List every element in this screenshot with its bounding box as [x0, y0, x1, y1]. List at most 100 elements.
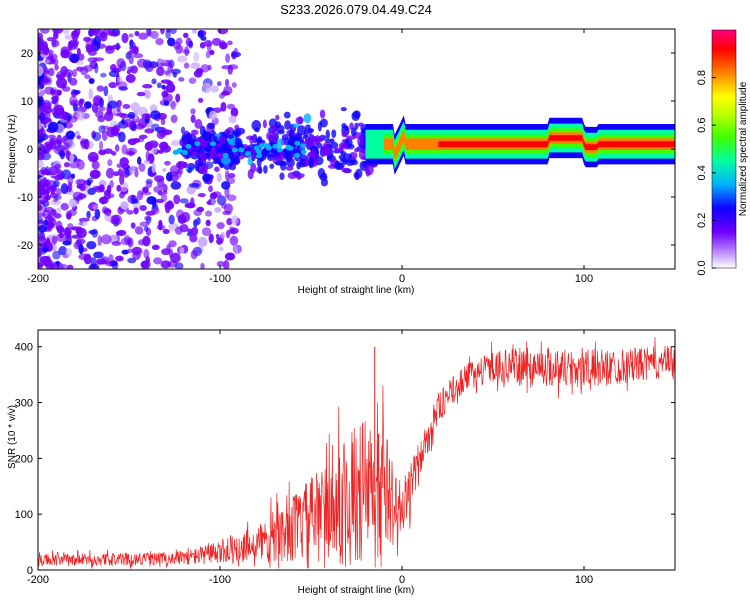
- noise-blob: [125, 74, 136, 83]
- transition-hotspot: [294, 152, 301, 158]
- transition-blob: [244, 146, 251, 153]
- noise-blob: [51, 39, 60, 48]
- transition-hotspot: [276, 147, 283, 153]
- noise-blob: [216, 195, 227, 206]
- transition-hotspot: [258, 143, 265, 149]
- transition-blob: [319, 109, 326, 119]
- noise-blob: [53, 104, 65, 116]
- transition-blob: [254, 127, 260, 133]
- noise-blob: [86, 45, 95, 53]
- noise-blob: [178, 77, 185, 82]
- noise-blob: [67, 223, 74, 229]
- noise-blob: [80, 139, 88, 150]
- noise-blob: [54, 163, 62, 170]
- transition-blob: [217, 147, 224, 154]
- noise-blob: [39, 178, 49, 188]
- noise-blob: [117, 81, 128, 90]
- noise-blob: [86, 241, 97, 250]
- transition-blob: [290, 135, 299, 140]
- noise-blob: [173, 194, 181, 205]
- noise-blob: [115, 255, 124, 262]
- noise-blob: [47, 134, 56, 139]
- noise-blob: [209, 192, 218, 200]
- noise-blob: [45, 255, 52, 267]
- noise-blob: [67, 264, 74, 269]
- noise-blob: [101, 130, 108, 141]
- transition-blob: [212, 135, 218, 143]
- noise-blob: [77, 221, 88, 227]
- noise-blob: [47, 121, 59, 133]
- transition-blob: [234, 155, 240, 166]
- transition-blob: [202, 129, 208, 136]
- transition-blob: [357, 136, 364, 147]
- transition-hotspot: [272, 143, 279, 149]
- transition-blob: [331, 129, 337, 138]
- transition-hotspot: [245, 151, 252, 157]
- transition-blob: [283, 151, 293, 160]
- noise-blob: [130, 102, 140, 112]
- noise-blob: [65, 247, 73, 257]
- noise-blob: [134, 169, 139, 178]
- noise-blob: [172, 72, 178, 78]
- transition-hotspot: [209, 141, 216, 147]
- noise-blob: [229, 227, 239, 234]
- noise-blob: [61, 82, 67, 89]
- noise-blob: [38, 225, 48, 233]
- noise-blob: [179, 198, 189, 204]
- noise-blob: [38, 159, 45, 169]
- transition-hotspot: [222, 152, 229, 158]
- colorbar-tick-label: 0.2: [696, 213, 708, 228]
- noise-blob: [138, 32, 149, 40]
- noise-blob: [223, 203, 234, 214]
- noise-blob: [208, 110, 217, 121]
- noise-blob: [168, 240, 177, 248]
- noise-blob: [223, 259, 230, 269]
- noise-blob: [191, 226, 199, 236]
- noise-blob: [194, 119, 203, 129]
- noise-blob: [134, 30, 140, 37]
- noise-blob: [100, 234, 112, 245]
- noise-blob: [76, 106, 88, 113]
- noise-blob: [200, 262, 205, 269]
- noise-blob: [68, 161, 80, 169]
- noise-blob: [182, 49, 191, 55]
- noise-blob: [62, 29, 70, 35]
- noise-blob: [160, 193, 168, 203]
- noise-blob: [224, 170, 230, 182]
- transition-blob: [279, 172, 285, 181]
- noise-blob: [57, 89, 62, 96]
- noise-blob: [38, 88, 45, 97]
- noise-blob: [75, 178, 86, 186]
- transition-blob: [249, 135, 254, 145]
- chart-title: S233.2026.079.04.49.C24: [280, 2, 432, 17]
- noise-blob: [158, 127, 168, 138]
- noise-blob: [221, 181, 231, 190]
- noise-blob: [44, 59, 51, 64]
- noise-blob: [60, 202, 69, 211]
- transition-blob: [339, 157, 349, 163]
- noise-blob: [119, 173, 125, 185]
- noise-blob: [196, 217, 201, 225]
- noise-blob: [216, 260, 226, 267]
- transition-blob: [350, 159, 358, 166]
- noise-blob: [214, 166, 220, 172]
- noise-blob: [224, 78, 230, 87]
- y-tick-label: 0: [27, 144, 33, 156]
- transition-blob: [198, 145, 206, 155]
- noise-blob: [219, 41, 228, 50]
- noise-blob: [63, 69, 74, 78]
- noise-blob: [131, 42, 137, 53]
- transition-blob: [311, 147, 316, 159]
- noise-blob: [93, 36, 102, 47]
- x-tick-label: -100: [209, 273, 231, 285]
- noise-blob: [153, 257, 163, 265]
- transition-hotspot: [176, 147, 183, 153]
- noise-blob: [187, 228, 193, 233]
- noise-blob: [150, 30, 159, 40]
- noise-blob: [209, 49, 215, 56]
- noise-blob: [116, 105, 121, 113]
- noise-blob: [108, 70, 120, 78]
- noise-blob: [94, 208, 101, 220]
- noise-blob: [83, 36, 91, 42]
